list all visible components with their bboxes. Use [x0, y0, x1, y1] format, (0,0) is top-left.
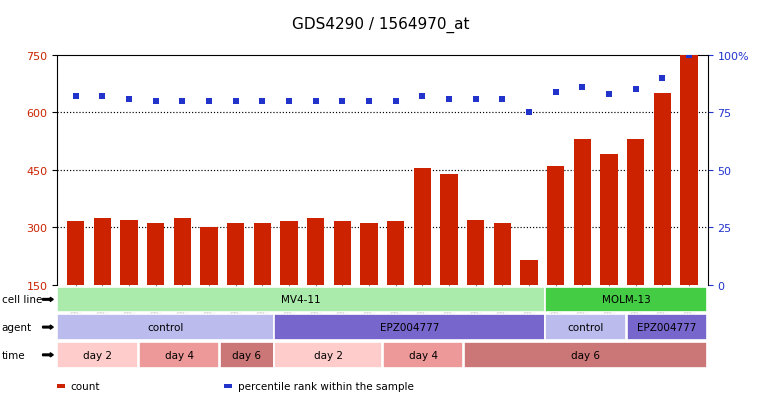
Point — [256, 98, 269, 105]
Point — [416, 94, 428, 100]
Point — [123, 96, 135, 102]
Point — [576, 85, 588, 91]
Point — [523, 110, 535, 116]
Bar — [147, 224, 164, 285]
Bar — [227, 224, 244, 285]
Point — [496, 96, 508, 102]
Point — [549, 89, 562, 96]
Point — [656, 76, 668, 82]
Point — [363, 98, 375, 105]
Point — [150, 98, 162, 105]
Text: day 2: day 2 — [83, 350, 112, 360]
Text: MV4-11: MV4-11 — [282, 294, 321, 305]
Text: day 4: day 4 — [409, 350, 438, 360]
Bar — [574, 140, 591, 285]
Point — [470, 96, 482, 102]
Point — [230, 98, 242, 105]
Bar — [361, 224, 377, 285]
Text: day 6: day 6 — [572, 350, 600, 360]
Bar — [600, 155, 618, 285]
Bar — [174, 218, 191, 285]
Bar — [627, 140, 645, 285]
Point — [97, 94, 109, 100]
Text: cell line: cell line — [2, 294, 42, 305]
Bar — [680, 56, 698, 285]
Bar — [334, 222, 351, 285]
Point — [443, 96, 455, 102]
Point — [629, 87, 642, 93]
Text: percentile rank within the sample: percentile rank within the sample — [238, 381, 414, 391]
Bar — [547, 166, 565, 285]
Bar — [67, 222, 84, 285]
Point — [336, 98, 349, 105]
Bar — [120, 220, 138, 285]
Text: day 4: day 4 — [164, 350, 193, 360]
Text: day 6: day 6 — [232, 350, 261, 360]
Point — [70, 94, 82, 100]
Point — [310, 98, 322, 105]
Text: MOLM-13: MOLM-13 — [602, 294, 651, 305]
Bar — [253, 224, 271, 285]
Text: control: control — [568, 322, 604, 332]
Bar — [307, 218, 324, 285]
Text: EPZ004777: EPZ004777 — [380, 322, 439, 332]
Text: agent: agent — [2, 322, 32, 332]
Bar — [521, 260, 538, 285]
Bar — [200, 228, 218, 285]
Bar — [441, 174, 457, 285]
Bar — [654, 94, 671, 285]
Point — [603, 91, 615, 98]
Bar — [467, 220, 485, 285]
Bar — [280, 222, 298, 285]
Bar — [414, 169, 431, 285]
Bar — [94, 218, 111, 285]
Point — [683, 52, 695, 59]
Text: GDS4290 / 1564970_at: GDS4290 / 1564970_at — [291, 17, 470, 33]
Text: control: control — [148, 322, 183, 332]
Text: day 2: day 2 — [314, 350, 342, 360]
Point — [203, 98, 215, 105]
Text: time: time — [2, 350, 25, 360]
Bar — [494, 224, 511, 285]
Point — [177, 98, 189, 105]
Bar — [387, 222, 404, 285]
Point — [390, 98, 402, 105]
Text: count: count — [71, 381, 100, 391]
Point — [283, 98, 295, 105]
Text: EPZ004777: EPZ004777 — [638, 322, 697, 332]
